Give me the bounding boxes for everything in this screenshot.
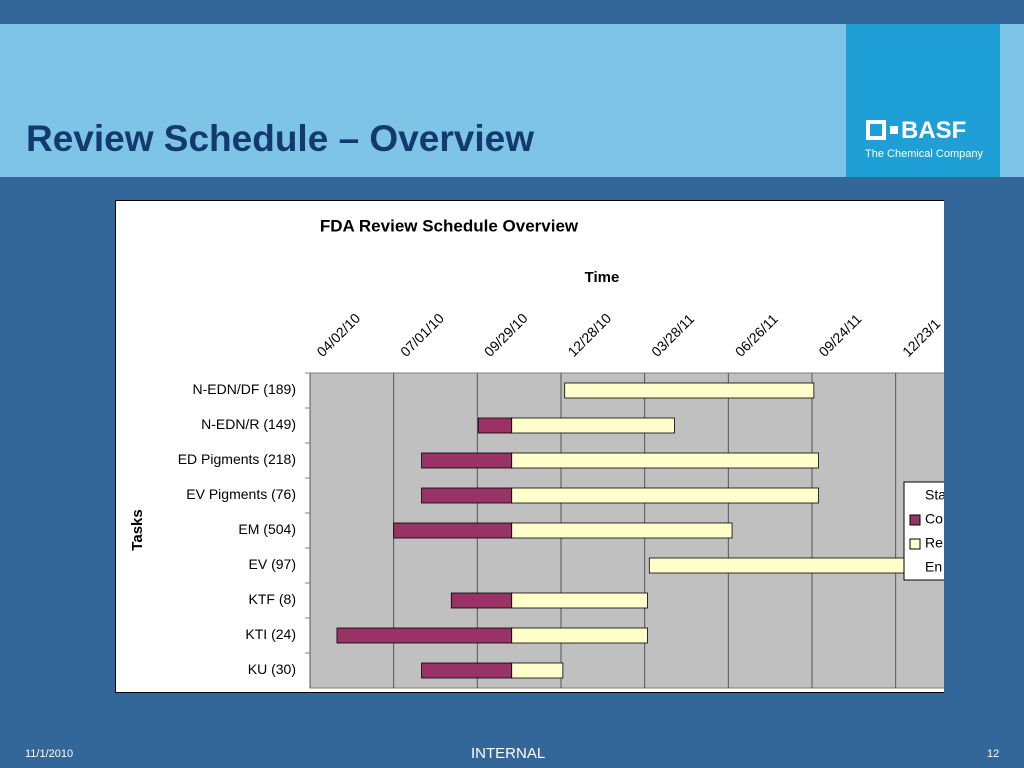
bar-segment <box>450 592 513 609</box>
y-tick-label: ED Pigments (218) <box>178 451 296 467</box>
bar-segment <box>511 487 819 504</box>
logo-box: BASF The Chemical Company <box>846 24 1000 177</box>
y-tick-label: EM (504) <box>238 521 296 537</box>
y-tick-label: EV (97) <box>249 556 296 572</box>
bar-segment <box>421 452 513 469</box>
bar-segment <box>511 452 819 469</box>
bar-segment <box>421 487 513 504</box>
bar-segment <box>511 417 675 434</box>
bar-segment <box>511 627 648 644</box>
bar-segment <box>564 382 815 399</box>
top-bar <box>0 0 1024 24</box>
legend-label: Re <box>925 535 943 551</box>
y-tick-label: KTF (8) <box>249 591 296 607</box>
x-tick-label: 07/01/10 <box>397 310 447 360</box>
bar-segment <box>336 627 513 644</box>
logo-text: BASF <box>901 117 967 144</box>
footer-page: 12 <box>987 748 1000 760</box>
legend-label: Sta <box>925 487 944 503</box>
logo-tagline: The Chemical Company <box>865 148 983 160</box>
x-tick-label: 04/02/10 <box>313 310 363 360</box>
x-tick-label: 09/29/10 <box>481 310 531 360</box>
legend-label: Co <box>925 511 943 527</box>
y-tick-label: N-EDN/DF (189) <box>193 381 296 397</box>
x-axis-label: Time <box>585 269 620 286</box>
bar-segment <box>511 662 564 679</box>
x-tick-label: 06/26/11 <box>732 310 781 359</box>
footer-classification: INTERNAL <box>471 745 546 762</box>
logo-dot <box>890 126 898 134</box>
y-tick-label: N-EDN/R (149) <box>201 416 296 432</box>
x-tick-label: 12/23/1 <box>899 315 943 359</box>
logo-square <box>866 120 886 140</box>
legend-label: En <box>925 559 942 575</box>
y-tick-label: KU (30) <box>248 661 296 677</box>
bar-segment <box>421 662 513 679</box>
chart-border <box>115 200 944 693</box>
bar-segment <box>511 522 733 539</box>
y-axis-label: Tasks <box>129 509 146 550</box>
footer-date: 11/1/2010 <box>25 748 74 760</box>
x-tick-label: 12/28/10 <box>564 310 614 360</box>
chart: FDA Review Schedule Overview Time Tasks … <box>115 200 944 693</box>
legend-box <box>903 481 944 581</box>
legend-swatch <box>909 514 921 526</box>
y-tick-label: EV Pigments (76) <box>186 486 296 502</box>
chart-title: FDA Review Schedule Overview <box>320 216 579 235</box>
x-tick-label: 03/28/11 <box>648 310 697 359</box>
bar-segment <box>477 417 513 434</box>
bar-segment <box>511 592 648 609</box>
y-tick-label: KTI (24) <box>245 626 296 642</box>
bar-segment <box>393 522 513 539</box>
legend-swatch <box>909 538 921 550</box>
x-tick-label: 09/24/11 <box>815 310 864 359</box>
bar-segment <box>648 557 929 574</box>
slide-title: Review Schedule – Overview <box>26 118 534 159</box>
